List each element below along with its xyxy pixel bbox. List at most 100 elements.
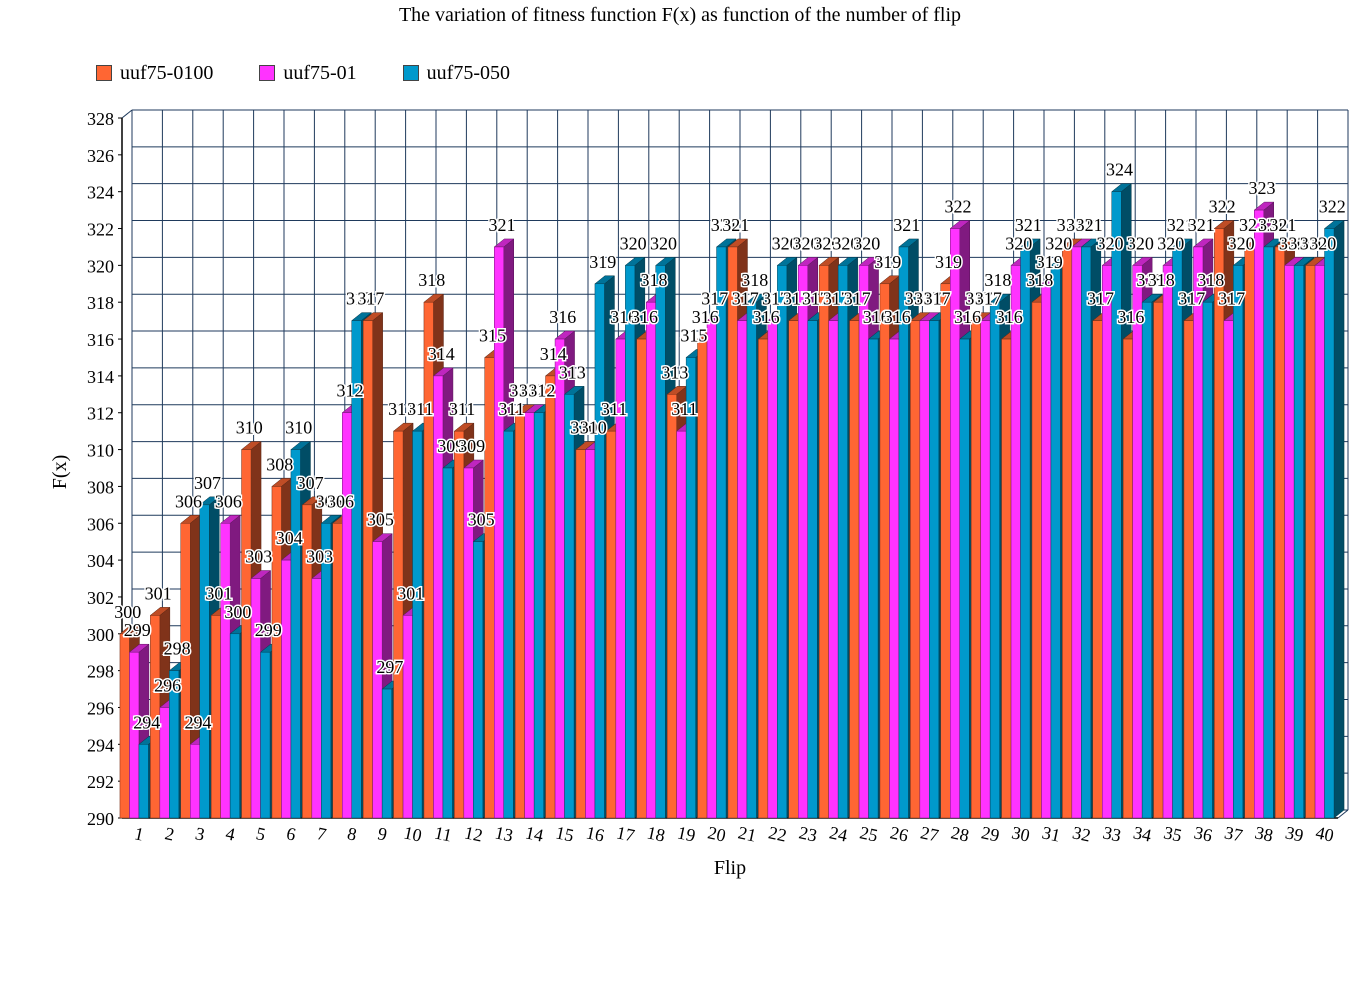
data-label-2-39: 322 [1319,197,1346,217]
bar-0-24 [849,320,860,819]
bar-0-31 [1062,246,1073,819]
x-tick-label: 33 [1101,822,1123,845]
data-label-2-35: 318 [1197,270,1224,290]
bar-1-18 [676,430,687,819]
data-label-0-8: 317 [357,289,384,309]
data-label-2-36: 320 [1228,233,1255,253]
data-label-2-23: 320 [832,233,859,253]
bar-1-29 [1010,265,1021,819]
bar-0-13 [514,412,525,819]
data-label-0-0: 300 [114,602,141,622]
data-label-0-33: 316 [1117,307,1144,327]
x-tick-label: 3 [194,823,207,844]
y-tick-label: 316 [87,330,114,350]
bar-0-16 [606,430,617,819]
data-label-1-32: 320 [1097,233,1124,253]
x-tick-label: 9 [376,823,389,844]
x-tick-label: 21 [736,822,758,845]
bar-1-4 [250,578,261,819]
data-label-1-29: 320 [1005,233,1032,253]
data-label-0-23: 320 [813,233,840,253]
bar-0-11 [454,430,465,819]
legend-item-1: uuf75-01 [259,62,357,85]
bar-2-1 [169,670,180,819]
bar-1-33 [1132,265,1143,819]
bar-2-9 [412,430,423,819]
data-label-0-30: 318 [1026,270,1053,290]
bar-2-7 [351,320,362,819]
x-tick-label: 4 [224,823,237,844]
x-axis-title: Flip [714,857,746,879]
bar-1-1 [159,707,170,819]
data-label-0-13: 312 [509,381,536,401]
data-label-2-3: 300 [224,602,251,622]
legend: uuf75-0100 uuf75-01 uuf75-050 [96,60,556,86]
bar-0-0 [119,633,130,819]
bar-2-2 [199,504,210,819]
bar-2-26 [929,320,940,819]
legend-swatch-2 [402,65,419,81]
y-tick-label: 326 [87,146,114,166]
bar-2-5 [290,449,301,819]
x-tick-label: 24 [828,822,850,845]
bar-2-19 [716,246,727,819]
y-tick-label: 292 [87,772,114,792]
bar-2-32 [1111,191,1122,819]
data-label-0-12: 315 [479,325,506,345]
x-tick-label: 15 [554,822,576,845]
bar-2-14 [564,394,575,819]
data-label-2-38: 320 [1288,233,1315,253]
bar-1-7 [342,412,352,819]
data-label-0-11: 311 [449,399,475,419]
bar-1-37 [1254,209,1264,819]
data-label-0-37: 321 [1239,215,1266,235]
bar-1-19 [706,320,717,819]
bar-2-38 [1293,265,1304,819]
bars [119,183,1345,819]
data-label-0-39: 320 [1300,233,1327,253]
data-label-1-27: 322 [945,197,972,217]
data-label-2-0: 294 [133,712,160,732]
bar-2-36 [1233,265,1244,819]
bar-2-21 [777,265,788,819]
x-tick-label: 28 [949,822,971,845]
bar-0-22 [788,320,799,819]
bar-0-19 [697,338,708,819]
bar-2-31 [1081,246,1092,819]
x-tick-label: 36 [1192,822,1214,845]
data-label-0-10: 318 [418,270,445,290]
data-label-0-29: 316 [996,307,1023,327]
data-label-1-22: 320 [793,233,820,253]
x-tick-label: 10 [402,822,424,845]
data-label-2-24: 316 [863,307,890,327]
data-label-0-18: 313 [661,362,688,382]
bar-2-17 [655,265,666,819]
data-label-1-31: 321 [1066,215,1093,235]
data-labels: 3002992943012962983062943073013063003103… [113,158,1348,734]
x-tick-label: 6 [285,823,298,844]
bar-1-25 [889,338,900,819]
data-label-2-2: 307 [194,473,221,493]
x-tick-label: 25 [858,822,880,845]
y-tick-label: 312 [87,404,114,424]
data-label-2-20: 318 [741,270,768,290]
data-label-1-26: 317 [914,289,941,309]
bar-0-25 [879,283,890,819]
bar-0-17 [636,338,647,819]
data-label-2-19: 321 [711,215,738,235]
bar-2-8 [381,688,392,819]
bar-2-12 [503,430,514,819]
bar-1-15 [585,449,596,819]
bar-2-30 [1050,265,1061,819]
bar-1-3 [220,523,231,819]
data-label-0-36: 322 [1209,197,1236,217]
bar-0-27 [940,283,951,819]
bar-0-33 [1122,338,1133,819]
data-label-1-13: 312 [519,381,546,401]
data-label-2-6: 306 [316,491,343,511]
x-tick-label: 34 [1132,822,1154,845]
x-tick-label: 20 [706,822,728,845]
y-tick-label: 310 [87,441,114,461]
bar-1-21 [767,320,778,819]
